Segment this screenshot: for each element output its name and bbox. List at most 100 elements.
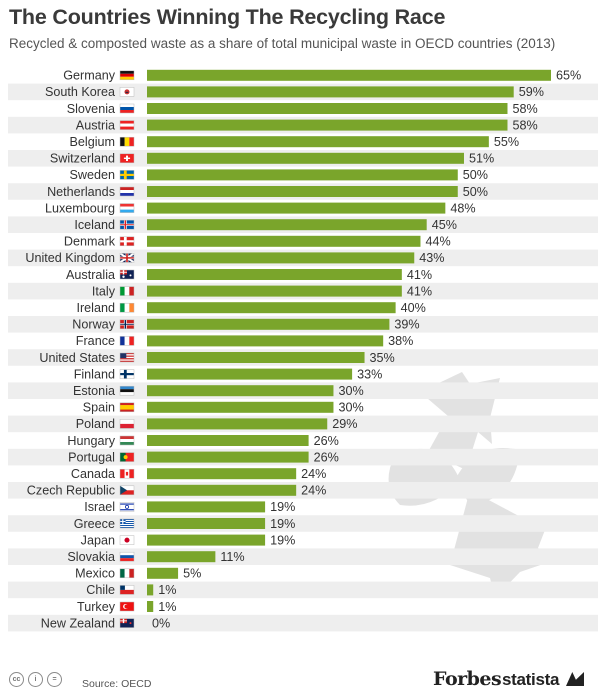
- category-label: New Zealand: [41, 616, 115, 630]
- bar: [147, 451, 309, 463]
- chart-title: The Countries Winning The Recycling Race: [9, 5, 446, 29]
- value-label: 45%: [432, 218, 457, 232]
- value-label: 19%: [270, 517, 295, 531]
- bar: [147, 518, 266, 529]
- turkey-flag-icon: [119, 601, 135, 612]
- italy-flag-icon: [119, 286, 135, 296]
- chart-row: Italy 41%: [92, 284, 432, 298]
- chart-row: Iceland 45%: [74, 218, 457, 232]
- france-flag-icon: [119, 336, 135, 346]
- spain-flag-icon: [119, 402, 135, 413]
- value-label: 5%: [183, 567, 201, 581]
- bar: [147, 551, 216, 563]
- denmark-flag-icon: [119, 236, 135, 247]
- slovakia-flag-icon: [119, 551, 135, 562]
- chart-row: Hungary 26%: [67, 434, 338, 448]
- estonia-flag-icon: [119, 385, 135, 396]
- bar: [147, 484, 297, 496]
- bar: [147, 219, 427, 231]
- bar: [147, 318, 390, 330]
- value-label: 40%: [401, 301, 426, 315]
- cc-icon: cc: [9, 672, 24, 687]
- statista-mark-icon: [566, 672, 584, 686]
- value-label: 30%: [338, 401, 363, 415]
- chart-row: France 38%: [76, 334, 414, 348]
- statista-logo: statista: [502, 670, 560, 689]
- czech-republic-flag-icon: [119, 485, 135, 496]
- chart-row: Netherlands 50%: [47, 185, 488, 199]
- chart-row: Czech Republic 24%: [27, 484, 327, 498]
- category-label: Australia: [66, 268, 115, 282]
- chart-row: Switzerland 51%: [50, 152, 494, 166]
- slovenia-flag-icon: [119, 103, 135, 114]
- bar: [147, 435, 309, 446]
- chart-row: Finland 33%: [74, 367, 383, 381]
- bar: [147, 269, 402, 280]
- netherlands-flag-icon: [119, 186, 135, 197]
- value-label: 58%: [512, 102, 537, 116]
- chart-row: Mexico 5%: [75, 567, 201, 581]
- finland-flag-icon: [119, 369, 135, 379]
- switzerland-flag-icon: [119, 153, 135, 164]
- israel-flag-icon: [119, 502, 135, 512]
- bar: [147, 69, 551, 81]
- south-korea-flag-icon: [119, 87, 135, 97]
- bar: [147, 401, 334, 413]
- value-label: 59%: [519, 85, 544, 99]
- chart-row: Australia 41%: [66, 268, 432, 282]
- value-label: 24%: [301, 467, 326, 481]
- iceland-flag-icon: [119, 219, 135, 230]
- value-label: 33%: [357, 367, 382, 381]
- chart-row: Slovakia 11%: [67, 550, 244, 564]
- row-stripe: [8, 614, 598, 632]
- value-label: 1%: [158, 600, 176, 614]
- value-label: 50%: [463, 185, 488, 199]
- value-label: 58%: [512, 118, 537, 132]
- chart-subtitle: Recycled & composted waste as a share of…: [9, 36, 556, 51]
- bar: [147, 235, 421, 247]
- bar: [147, 385, 334, 397]
- bar: [147, 252, 415, 264]
- chart-row: Japan 19%: [81, 533, 296, 547]
- value-label: 44%: [425, 235, 450, 249]
- chart-row: Austria 58%: [76, 118, 538, 132]
- chart-row: Norway 39%: [72, 318, 419, 332]
- bar: [147, 567, 179, 579]
- greece-flag-icon: [119, 518, 135, 529]
- forbes-logo: Forbes: [433, 668, 502, 690]
- sweden-flag-icon: [119, 170, 135, 180]
- value-label: 29%: [332, 417, 357, 431]
- category-label: Portugal: [68, 450, 115, 464]
- category-label: Denmark: [64, 235, 116, 249]
- chart-row: Sweden 50%: [69, 168, 488, 182]
- luxembourg-flag-icon: [119, 203, 135, 213]
- source-note: Source: OECD: [82, 678, 152, 690]
- value-label: 19%: [270, 533, 295, 547]
- value-label: 43%: [419, 251, 444, 265]
- category-label: Israel: [84, 500, 115, 514]
- bar: [147, 418, 328, 430]
- chart-row: Slovenia 58%: [67, 102, 538, 116]
- value-label: 50%: [463, 168, 488, 182]
- category-label: Iceland: [74, 218, 115, 232]
- category-label: Luxembourg: [45, 201, 115, 215]
- chart-row: Germany 65%: [63, 69, 581, 83]
- chart-row: New Zealand 0%: [41, 616, 170, 630]
- bar: [147, 501, 266, 513]
- chart-row: Estonia 30%: [73, 384, 364, 398]
- bar: [147, 584, 154, 596]
- ireland-flag-icon: [119, 302, 135, 313]
- japan-flag-icon: [119, 535, 135, 545]
- canada-flag-icon: [119, 468, 135, 479]
- chart-row: Luxembourg 48%: [45, 201, 476, 215]
- chile-flag-icon: [119, 585, 135, 595]
- bar: [147, 152, 464, 164]
- category-label: Spain: [83, 401, 115, 415]
- value-label: 48%: [450, 201, 475, 215]
- bar: [147, 186, 458, 197]
- chart-row: Canada 24%: [71, 467, 327, 481]
- chart-row: Denmark 44%: [64, 235, 451, 249]
- value-label: 11%: [220, 550, 244, 564]
- value-label: 41%: [407, 284, 432, 298]
- category-label: Austria: [76, 118, 115, 132]
